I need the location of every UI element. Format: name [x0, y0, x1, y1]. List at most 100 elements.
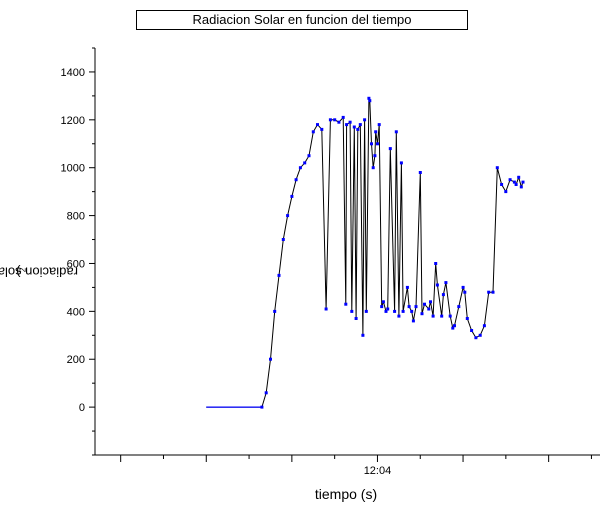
data-point: [352, 125, 356, 129]
data-point: [294, 178, 298, 182]
data-point: [363, 118, 367, 122]
data-point: [364, 309, 368, 313]
data-point: [517, 175, 521, 179]
x-tick-label: 12:04: [364, 465, 392, 477]
data-point: [384, 309, 388, 313]
data-point: [320, 127, 324, 131]
data-point: [371, 166, 375, 170]
data-point: [461, 285, 465, 289]
data-point: [350, 309, 354, 313]
data-point: [451, 326, 455, 330]
data-point: [441, 293, 445, 297]
y-tick-label: 1200: [61, 115, 85, 127]
data-point: [377, 123, 381, 127]
x-axis-label: tiempo (s): [314, 486, 378, 502]
data-point: [368, 99, 372, 103]
data-point: [444, 281, 448, 285]
data-point: [277, 273, 281, 277]
data-point: [429, 300, 432, 304]
data-point: [311, 130, 315, 134]
data-point: [370, 142, 373, 146]
data-point: [345, 123, 349, 127]
axes: 0 200 400 600 800 1000 1200 1400 12:04: [61, 47, 600, 477]
data-point: [521, 180, 525, 184]
y-axis-label-main: radiacion solar (W/m: [0, 264, 78, 280]
data-point: [354, 317, 358, 320]
data-point: [453, 324, 456, 328]
data-point: [269, 357, 272, 361]
data-point: [281, 238, 285, 241]
series-line: [206, 98, 524, 408]
data-point: [427, 307, 431, 311]
data-point: [348, 120, 352, 124]
data-point: [465, 317, 469, 320]
data-point: [376, 142, 379, 146]
data-point: [273, 309, 277, 313]
data-point: [373, 154, 377, 158]
data-point: [470, 329, 474, 332]
data-point: [491, 290, 495, 294]
data-point: [440, 314, 444, 318]
data-point: [504, 190, 508, 194]
data-point: [500, 183, 504, 186]
data-point: [290, 194, 294, 198]
y-tick-label: 0: [79, 402, 85, 414]
data-point: [303, 161, 307, 165]
data-point: [514, 183, 518, 186]
data-point: [420, 312, 424, 316]
data-point: [410, 309, 414, 313]
series-layer: [206, 96, 525, 409]
data-point: [374, 130, 378, 134]
data-point: [307, 154, 311, 158]
data-point: [423, 302, 426, 306]
y-tick-label: 1400: [61, 67, 85, 79]
data-point: [337, 120, 341, 124]
data-point: [418, 171, 422, 174]
data-point: [260, 405, 264, 409]
y-tick-label: 1000: [61, 163, 85, 175]
data-point: [495, 166, 499, 170]
data-point: [381, 300, 385, 304]
data-point: [324, 307, 328, 311]
data-point: [482, 324, 486, 328]
data-point: [344, 302, 348, 306]
data-point: [512, 180, 516, 184]
data-point: [431, 314, 435, 318]
y-tick-label: 800: [67, 211, 85, 223]
data-point: [333, 118, 337, 122]
data-point: [519, 185, 523, 189]
data-point: [394, 130, 398, 134]
data-point: [478, 333, 482, 337]
data-point: [405, 285, 409, 289]
y-tick-label: 200: [67, 354, 85, 366]
y-axis-label: radiacion solar (W/m2): [0, 265, 78, 280]
data-point: [298, 166, 302, 170]
data-point: [434, 262, 438, 265]
data-point: [393, 309, 397, 313]
data-point: [316, 123, 319, 127]
data-point: [508, 178, 512, 182]
data-point: [386, 307, 390, 311]
data-point: [448, 314, 452, 318]
chart-title: Radiacion Solar en funcion del tiempo: [136, 10, 468, 30]
data-point: [286, 214, 290, 218]
data-point: [356, 127, 360, 131]
y-axis-label-end: ): [16, 264, 21, 280]
data-point: [264, 391, 268, 395]
data-point: [397, 314, 401, 318]
data-point: [367, 96, 371, 100]
data-point: [328, 118, 332, 122]
y-tick-label: 600: [67, 258, 85, 270]
data-point: [407, 305, 411, 309]
data-point: [388, 147, 392, 151]
data-point: [399, 161, 403, 165]
data-point: [457, 305, 461, 309]
y-tick-label: 400: [67, 306, 85, 318]
data-point: [414, 305, 418, 309]
data-point: [358, 123, 362, 127]
data-point: [487, 290, 491, 294]
data-point: [474, 336, 478, 340]
data-point: [380, 305, 384, 309]
data-point: [401, 309, 405, 313]
